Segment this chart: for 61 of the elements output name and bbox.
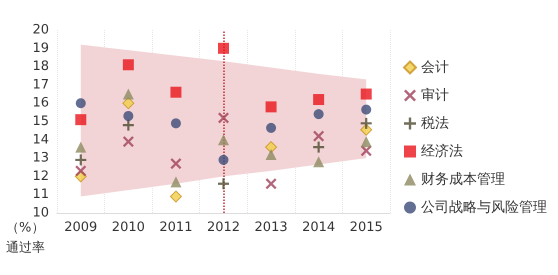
legend-label: 经济法 [421, 144, 463, 160]
legend-label: 审计 [421, 88, 449, 104]
point [265, 141, 278, 154]
point [218, 112, 229, 124]
point [313, 94, 324, 106]
point [75, 154, 86, 166]
y-tick-label: 14 [32, 132, 49, 148]
point [170, 118, 181, 128]
legend-label: 税法 [421, 116, 449, 132]
point [122, 88, 134, 100]
point [360, 118, 372, 129]
point [266, 101, 277, 112]
point [266, 148, 277, 160]
point [76, 98, 86, 108]
y-tick-label: 16 [32, 96, 49, 111]
legend-label: 公司战略与风险管理 [421, 200, 547, 216]
point [170, 158, 182, 170]
point [123, 111, 134, 122]
point [122, 97, 134, 110]
point [314, 109, 324, 120]
point [360, 145, 372, 156]
point [218, 42, 229, 54]
point [313, 156, 324, 168]
point [122, 120, 134, 131]
x-tick-label: 2011 [159, 220, 192, 235]
y-tick-label: 20 [32, 22, 49, 38]
y-tick-label: 18 [32, 59, 49, 74]
x-tick-label: 2009 [64, 220, 98, 235]
point [361, 104, 372, 115]
point [122, 59, 134, 70]
point [170, 176, 182, 188]
point [218, 178, 229, 190]
legend-label: 会计 [421, 60, 449, 76]
point [170, 190, 182, 203]
y-axis-title: （%）通过率 [6, 220, 45, 256]
y-tick-label: 13 [32, 150, 49, 166]
point [313, 142, 324, 153]
x-tick-label: 2012 [206, 220, 240, 235]
point [360, 88, 372, 100]
y-tick-label: 11 [32, 187, 49, 202]
y-tick-label: 12 [32, 168, 49, 184]
x-tick-label: 2013 [254, 220, 288, 235]
point [75, 114, 86, 126]
y-tick-label: 10 [32, 206, 49, 220]
point [122, 136, 134, 148]
point [266, 178, 277, 190]
x-tick-label: 2014 [302, 220, 336, 235]
x-tick-label: 2015 [350, 220, 383, 235]
point [170, 86, 182, 98]
point [218, 134, 229, 146]
point [313, 130, 324, 142]
point [75, 165, 86, 176]
x-tick-label: 2010 [112, 220, 145, 235]
y-tick-label: 15 [32, 114, 49, 129]
point [218, 154, 228, 165]
y-tick-label: 19 [32, 40, 49, 56]
point [266, 122, 276, 133]
point [75, 142, 86, 153]
y-tick-label: 17 [32, 77, 49, 92]
legend-label: 财务成本管理 [421, 172, 505, 188]
point [360, 136, 372, 148]
